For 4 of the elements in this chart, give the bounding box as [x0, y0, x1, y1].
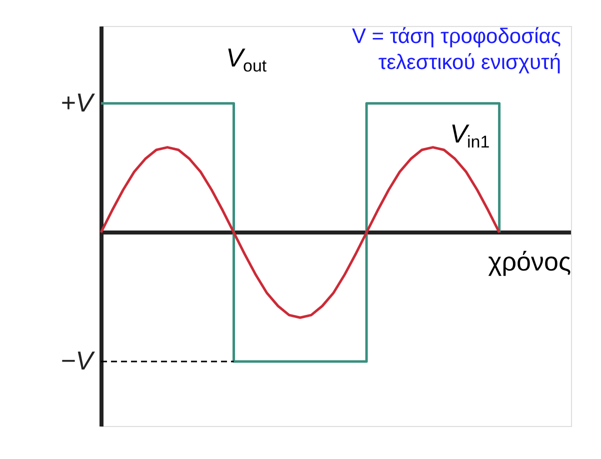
text: V = τάση τροφοδοσίας τελεστικού ενισχυτή	[352, 25, 561, 74]
text: +V	[60, 87, 96, 118]
x-axis-title: χρόνος	[488, 246, 571, 276]
ref-line-label: −V	[60, 345, 96, 376]
